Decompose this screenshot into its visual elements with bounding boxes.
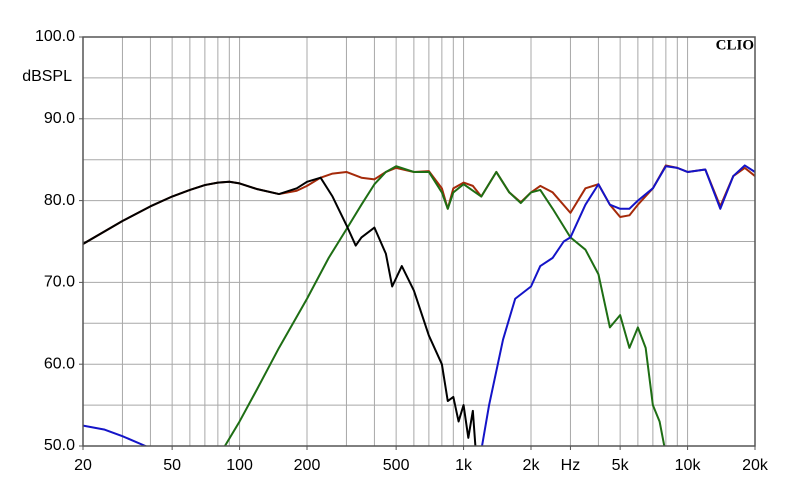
plot-area [83, 164, 755, 446]
x-tick-label: 500 [383, 457, 410, 474]
y-tick-label: 100.0 [35, 28, 75, 45]
x-tick-label: 1k [455, 457, 473, 474]
x-tick-label: 2k [523, 457, 541, 474]
series-line [224, 165, 666, 446]
x-tick-label: Hz [561, 457, 581, 474]
x-tick-label: 20k [742, 457, 769, 474]
series-line [83, 164, 755, 446]
series-line [83, 176, 477, 446]
y-tick-label: 60.0 [44, 355, 75, 372]
y-tick-label: 50.0 [44, 437, 75, 454]
x-tick-label: 200 [294, 457, 321, 474]
plot-frame [82, 36, 756, 447]
y-axis-label: dBSPL [22, 68, 72, 85]
y-tick-label: 90.0 [44, 110, 75, 127]
y-tick-label: 80.0 [44, 192, 75, 209]
watermark: CLIO [716, 37, 754, 53]
x-tick-label: 100 [226, 457, 253, 474]
y-tick-label: 70.0 [44, 274, 75, 291]
x-tick-label: 5k [612, 457, 630, 474]
x-tick-label: 50 [163, 457, 181, 474]
x-tick-label: 20 [74, 457, 92, 474]
x-tick-label: 10k [675, 457, 702, 474]
